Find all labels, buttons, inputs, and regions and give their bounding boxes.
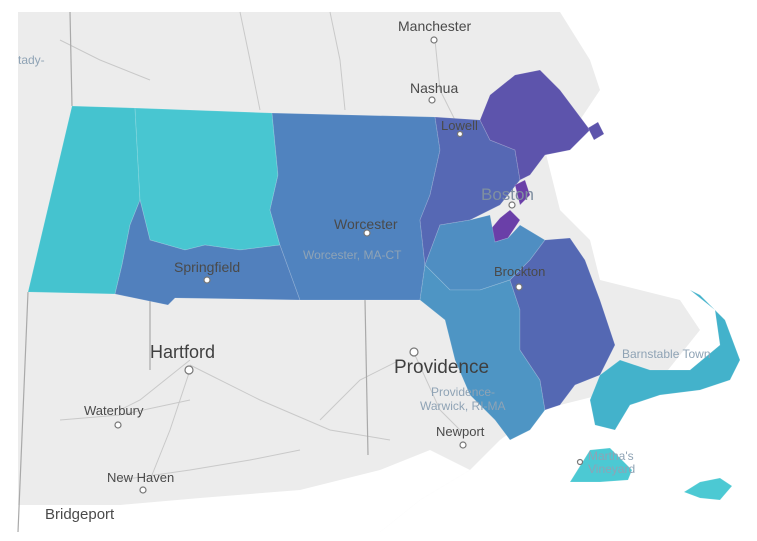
ocean-area xyxy=(380,12,757,532)
city-markers xyxy=(114,36,584,494)
manchester-label: Manchester xyxy=(398,18,471,34)
newport-dot xyxy=(459,441,467,449)
worcester-dot xyxy=(363,229,371,237)
barnstable-label: Barnstable Town xyxy=(622,347,711,361)
providence-dot xyxy=(409,347,419,357)
waterbury-dot xyxy=(114,421,122,429)
lowell-label: Lowell xyxy=(441,118,478,133)
springfield-label: Springfield xyxy=(174,259,240,275)
springfield-dot xyxy=(203,276,211,284)
worcester-label: Worcester xyxy=(334,216,398,232)
county-franklin-hampshire[interactable] xyxy=(134,107,281,251)
boston-dot xyxy=(508,201,516,209)
marthas-label-2: Vineyard xyxy=(588,462,635,476)
nashua-dot xyxy=(428,96,436,104)
providence-metro-label-1: Providence- xyxy=(431,385,495,399)
new-haven-dot xyxy=(139,486,147,494)
county-nantucket[interactable] xyxy=(683,477,733,501)
bridgeport-label: Bridgeport xyxy=(45,506,115,523)
hartford-label: Hartford xyxy=(150,342,215,362)
new-haven-label: New Haven xyxy=(107,470,174,485)
ocean-south xyxy=(18,450,470,532)
county-barnstable[interactable] xyxy=(589,284,741,431)
manchester-dot xyxy=(430,36,438,44)
providence-label: Providence xyxy=(394,357,489,378)
county-essex[interactable] xyxy=(479,69,591,181)
worcester-metro-label: Worcester, MA-CT xyxy=(303,248,402,262)
county-essex-capeann[interactable] xyxy=(587,121,605,141)
county-worcester[interactable] xyxy=(269,112,441,301)
road-network xyxy=(59,11,461,481)
waterbury-label: Waterbury xyxy=(84,403,144,418)
lowell-dot xyxy=(456,130,464,138)
hartford-dot xyxy=(184,365,194,375)
marthas-dot xyxy=(576,458,584,466)
boston-label: Boston xyxy=(481,185,534,204)
county-dukes[interactable] xyxy=(569,447,633,483)
map-labels: tady- Manchester Nashua Lowell Boston Wo… xyxy=(18,18,711,523)
county-suffolk[interactable] xyxy=(514,179,531,206)
brockton-dot xyxy=(515,283,523,291)
nashua-label: Nashua xyxy=(410,80,458,96)
brockton-label: Brockton xyxy=(494,264,545,279)
providence-metro-label-2: Warwick, RI-MA xyxy=(420,399,506,413)
newport-label: Newport xyxy=(436,424,485,439)
marthas-label-1: Martha's xyxy=(588,449,634,463)
schenectady-label: tady- xyxy=(18,53,45,67)
massachusetts-counties[interactable] xyxy=(27,69,741,501)
state-boundaries xyxy=(17,11,369,533)
